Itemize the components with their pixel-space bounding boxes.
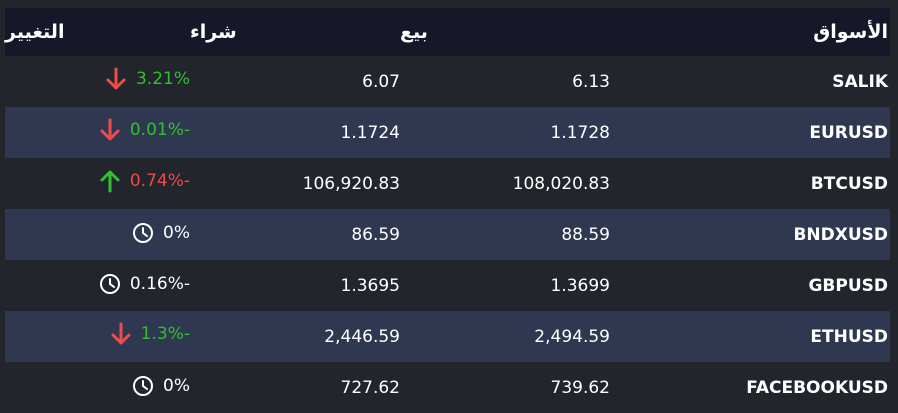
change-value: 0% [163,222,190,243]
sell-price: 1.1728 [400,107,610,158]
change-cell: 3.21% [5,56,190,107]
market-name: BTCUSD [810,173,888,194]
market-name: ETHUSD [610,311,890,362]
header-change: التغيير [5,8,190,56]
change-cell: 0% [5,362,190,413]
table-row[interactable]: SALIK 6.13 6.07 3.21% [5,56,890,107]
header-sell: بيع [400,8,610,56]
clock-icon [131,221,155,245]
sell-price: 1.3699 [550,275,610,296]
table-row[interactable]: ETHUSD 2,494.59 2,446.59 1.3%- [5,311,890,362]
table-row[interactable]: BTCUSD 108,020.83 106,920.83 0.74%- [5,158,890,209]
change-cell: 0.74%- [5,158,190,209]
markets-table: الأسواق بيع شراء التغيير SALIK 6.13 6.07… [5,8,890,413]
market-name: EURUSD [610,107,890,158]
sell-price: 2,494.59 [400,311,610,362]
sell-price: 88.59 [400,209,610,260]
header-buy: شراء [190,8,400,56]
change-value: 0% [163,375,190,396]
buy-price: 727.62 [340,377,400,398]
sell-price: 6.13 [572,71,610,92]
change-value: 0.16%- [129,273,190,294]
change-cell: 0.01%- [5,107,190,158]
change-value: 0.74%- [129,171,190,191]
change-cell: 0.16%- [5,260,190,311]
arrow-down-icon [109,322,133,346]
buy-price: 2,446.59 [190,311,400,362]
arrow-down-icon [98,118,122,142]
clock-icon [98,272,122,296]
sell-price: 739.62 [550,377,610,398]
change-cell: 1.3%- [5,311,190,362]
change-cell: 0% [5,209,190,260]
table-header: الأسواق بيع شراء التغيير [5,8,890,56]
table-row[interactable]: GBPUSD 1.3699 1.3695 0.16%- [5,260,890,311]
header-market: الأسواق [610,8,890,56]
arrow-up-icon [98,169,122,193]
change-value: 3.21% [135,69,190,89]
market-name: FACEBOOKUSD [746,377,888,398]
buy-price: 106,920.83 [302,173,400,194]
market-name: SALIK [832,71,888,92]
buy-price: 86.59 [190,209,400,260]
buy-price: 6.07 [362,71,400,92]
buy-price: 1.3695 [340,275,400,296]
table-row[interactable]: BNDXUSD 88.59 86.59 0% [5,209,890,260]
sell-price: 108,020.83 [512,173,610,194]
buy-price: 1.1724 [190,107,400,158]
table-row[interactable]: EURUSD 1.1728 1.1724 0.01%- [5,107,890,158]
change-value: 1.3%- [140,324,190,344]
change-value: 0.01%- [129,120,190,140]
table-row[interactable]: FACEBOOKUSD 739.62 727.62 0% [5,362,890,413]
arrow-down-icon [104,67,128,91]
market-name: GBPUSD [808,275,888,296]
clock-icon [131,374,155,398]
market-name: BNDXUSD [610,209,890,260]
